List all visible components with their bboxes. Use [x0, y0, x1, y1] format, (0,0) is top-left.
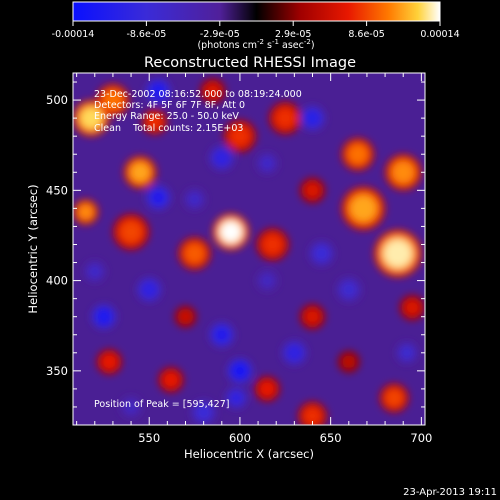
- heatmap-blob: [73, 99, 110, 137]
- heatmap-blob: [223, 119, 257, 153]
- axes: 550 600 650 700 350 400 450 500: [46, 73, 432, 445]
- annotations: 23-Dec-2002 08:16:52.000 to 08:19:24.000…: [94, 89, 302, 410]
- heatmap-blob: [256, 269, 279, 292]
- footer-timestamp: 23-Apr-2013 19:11: [403, 487, 497, 498]
- heatmap-blob: [190, 399, 217, 425]
- x-tick-label: 700: [410, 431, 432, 445]
- heatmap-blob: [299, 303, 326, 330]
- y-tick-label: 400: [46, 274, 68, 288]
- heatmap-blob: [112, 213, 150, 250]
- heatmap-blob: [268, 101, 302, 135]
- colorbar-ticks: -0.00014 -8.6e-05 -2.9e-05 2.9e-05 8.6e-05 0.…: [52, 21, 460, 40]
- heatmap-blob: [73, 199, 99, 225]
- heatmap-blob: [379, 383, 409, 413]
- heatmap-blob: [374, 229, 422, 278]
- chart-title: Reconstructed RHESSI Image: [144, 55, 356, 71]
- heatmap-blob: [254, 376, 280, 402]
- heatmap-blob: [178, 237, 211, 270]
- heatmap-blob: [299, 177, 326, 204]
- heatmap-blob: [256, 228, 289, 261]
- x-tick-label: 650: [320, 431, 342, 445]
- plot-frame: [72, 72, 426, 426]
- x-tick-label: 600: [229, 431, 251, 445]
- heatmap-blob: [337, 350, 360, 373]
- heatmap-blob: [299, 105, 326, 131]
- heatmap-blob: [120, 396, 142, 418]
- heatmap-blob: [395, 341, 418, 364]
- heatmap-blob: [123, 155, 157, 189]
- y-tick-label: 450: [46, 183, 68, 197]
- heatmap-blob: [145, 184, 171, 211]
- colorbar-units: (photons cm-2 s-1 asec-2): [197, 38, 314, 51]
- heatmap-blob: [341, 137, 375, 171]
- heatmap-image: [73, 73, 425, 425]
- heatmap-blob: [227, 358, 253, 384]
- heatmap-blob: [209, 145, 235, 171]
- heatmap-blob: [91, 303, 117, 330]
- heatmap-blob: [308, 240, 335, 267]
- heatmap-blob: [141, 109, 168, 135]
- annotation-detectors: Detectors: 4F 5F 6F 7F 8F, Att 0: [94, 100, 245, 111]
- annotation-energy: Energy Range: 25.0 - 50.0 keV: [94, 111, 239, 122]
- heatmap-blob: [256, 152, 279, 175]
- heatmap-blob: [158, 367, 184, 393]
- heatmap-blob: [96, 349, 122, 375]
- heatmap-blob: [297, 401, 328, 425]
- x-axis-label: Heliocentric X (arcsec): [184, 447, 314, 461]
- heatmap-blob: [341, 186, 386, 231]
- heatmap-blob: [281, 340, 308, 366]
- heatmap-blob: [136, 276, 162, 303]
- colorbar-tick-label: 2.9e-05: [275, 29, 311, 40]
- heatmap-blob: [209, 322, 235, 348]
- heatmap-blob: [183, 188, 206, 211]
- heatmap-blob: [336, 276, 362, 303]
- y-axis-label: Heliocentric Y (arcsec): [26, 184, 40, 313]
- heatmap-blob: [225, 387, 248, 409]
- heatmap-blob: [399, 294, 425, 321]
- colorbar-tick-label: 0.00014: [420, 29, 459, 40]
- heatmap-blob: [83, 260, 106, 283]
- heatmap-blob: [212, 213, 249, 250]
- heatmap-blob: [385, 154, 422, 191]
- colorbar-tick-label: -0.00014: [52, 29, 95, 40]
- colorbar-tick-label: -2.9e-05: [200, 29, 240, 40]
- colorbar: [72, 1, 441, 22]
- annotation-peak: Position of Peak = [595,427]: [94, 399, 229, 410]
- colorbar-tick-label: 8.6e-05: [348, 29, 384, 40]
- y-tick-label: 500: [46, 93, 68, 107]
- annotation-time: 23-Dec-2002 08:16:52.000 to 08:19:24.000: [94, 89, 302, 100]
- annotation-counts: Clean Total counts: 2.15E+03: [94, 123, 243, 134]
- heatmap-blob: [145, 78, 171, 104]
- heatmap-blob: [174, 305, 197, 328]
- x-tick-label: 550: [138, 431, 160, 445]
- y-tick-label: 350: [46, 364, 68, 378]
- colorbar-tick-label: -8.6e-05: [126, 29, 166, 40]
- heatmap-blob: [200, 78, 226, 104]
